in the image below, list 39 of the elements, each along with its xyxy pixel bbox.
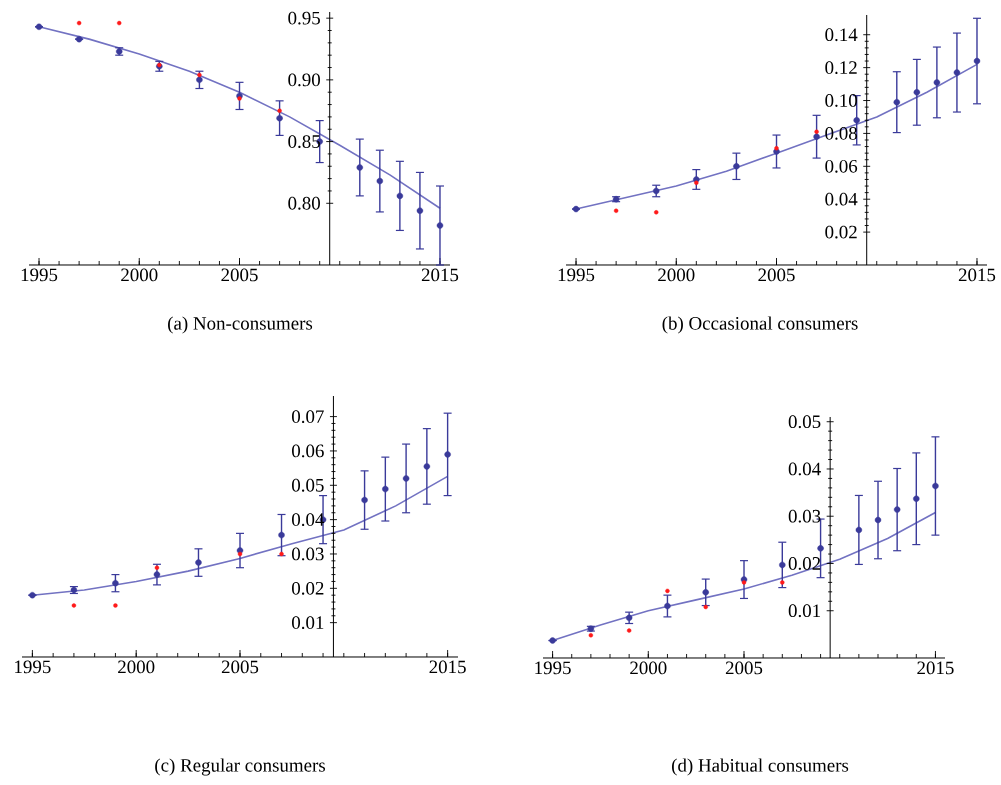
y-tick-label: 0.12 (825, 61, 857, 75)
x-tick-label: 2015 (958, 268, 996, 282)
y-tick-label: 0.05 (788, 415, 821, 429)
x-tick-label: 1995 (21, 268, 58, 282)
y-tick-label: 0.02 (788, 557, 821, 570)
x-tick-label: 2005 (725, 661, 763, 675)
x-tick-label: 2015 (429, 660, 466, 674)
x-tick-label: 2015 (421, 268, 459, 282)
x-tick-label: 2005 (221, 660, 259, 674)
text: (d) Habitual consumers (672, 758, 849, 776)
y-tick-label: 0.05 (292, 478, 324, 492)
x-tick-label: 2005 (758, 268, 795, 282)
x-tick-label: 1995 (15, 660, 51, 674)
x-tick-label: 1995 (535, 661, 571, 675)
x-tick-label: 2000 (121, 268, 158, 282)
y-tick-label: 0.04 (825, 192, 858, 206)
x-tick-label: 2000 (118, 660, 155, 674)
y-tick-label: 0.06 (825, 159, 858, 173)
x-tick-label: 2000 (658, 268, 695, 282)
y-tick-label: 0.03 (788, 509, 821, 523)
y-tick-label: 0.80 (288, 196, 320, 210)
y-tick-label: 0.90 (288, 73, 320, 87)
text: (c) Regular consumers (155, 758, 326, 776)
y-tick-label: 0.95 (288, 11, 320, 25)
y-tick-label: 0.03 (292, 547, 324, 561)
y-tick-label: 0.07 (292, 410, 324, 424)
text: (a) Non-consumers (168, 316, 313, 334)
y-tick-label: 0.02 (825, 225, 857, 239)
x-tick-label: 2000 (630, 661, 667, 675)
x-tick-label: 2015 (917, 661, 954, 675)
x-tick-label: 1995 (558, 268, 595, 282)
y-tick-label: 0.02 (292, 581, 324, 595)
y-tick-label: 0.01 (292, 616, 324, 630)
y-tick-label: 0.01 (788, 604, 821, 618)
y-tick-label: 0.14 (825, 28, 858, 42)
y-tick-label: 0.06 (292, 444, 324, 458)
x-tick-label: 2005 (221, 268, 258, 282)
text: (b) Occasional consumers (662, 316, 858, 334)
y-tick-label: 0.04 (788, 462, 821, 476)
